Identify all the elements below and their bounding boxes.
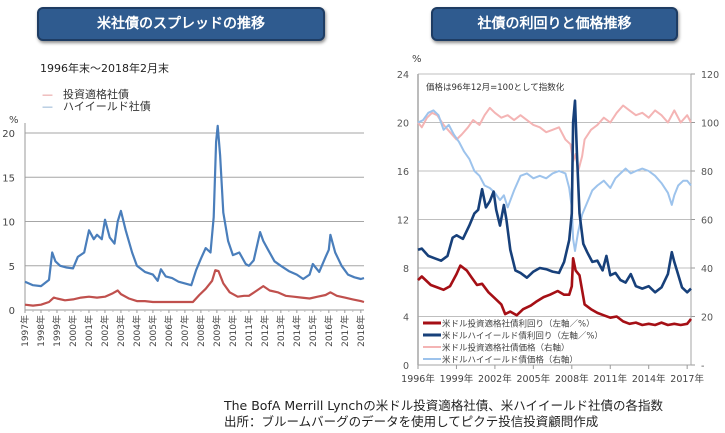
legend-label-hy: ハイイールド社債	[63, 100, 151, 113]
right-x-tick-label: 1996年	[401, 373, 435, 385]
left-x-tick-label: 2005年	[147, 315, 159, 347]
legend-swatch-hy: —	[42, 100, 53, 113]
right-x-tick-label: 2002年	[478, 373, 512, 385]
right-legend-label: 米ドル投資適格社債利回り（左軸／%）	[442, 319, 595, 330]
left-x-tick-label: 2004年	[131, 315, 143, 347]
left-x-tick-label: 2009年	[211, 315, 223, 347]
right-annotation-note: 価格は96年12月=100として指数化	[426, 82, 565, 93]
chart-title-banner-left: 米社債のスプレッドの推移	[37, 7, 325, 41]
right-y-left-tick-label: 0	[403, 361, 409, 372]
right-y-left-tick-label: 4	[403, 313, 409, 324]
left-x-tick-label: 2000年	[67, 315, 79, 347]
left-y-tick-label: 20	[2, 129, 15, 140]
series-line-hy-yield	[417, 99, 692, 294]
left-x-tick-label: 2003年	[115, 315, 127, 347]
right-y-right-tick-label: -	[701, 361, 704, 372]
right-y-right-tick-label: 20	[701, 313, 713, 324]
right-y-unit-label: %	[412, 54, 422, 65]
left-x-tick-label: 2015年	[307, 315, 319, 347]
right-x-tick-label: 2014年	[632, 373, 666, 385]
right-x-tick-label: 2008年	[555, 373, 589, 385]
legend-swatch-ig: —	[42, 88, 53, 101]
right-y-left-tick-label: 24	[397, 70, 409, 81]
footer-note-source: 出所：ブルームバーグのデータを使用してピクテ投信投資顧問作成	[224, 414, 599, 429]
left-x-tick-label: 2008年	[195, 315, 207, 347]
right-x-tick-label: 1999年	[440, 373, 474, 385]
right-legend-label: 米ドルハイイールド債価格（右軸）	[442, 355, 578, 366]
right-y-left-tick-label: 16	[397, 167, 409, 178]
left-legend-item-ig: — 投資適格社債	[42, 86, 129, 102]
left-x-tick-label: 1998年	[35, 315, 47, 347]
left-x-tick-label: 1997年	[19, 315, 31, 347]
right-x-tick-label: 2005年	[517, 373, 551, 385]
right-x-tick-label: 2017年	[670, 373, 704, 385]
footer-note-index: The BofA Merrill Lynchの米ドル投資適格社債、米ハイイールド…	[224, 398, 663, 413]
right-legend-label: 米ドルハイイールド債利回り（左軸／%）	[442, 331, 603, 342]
left-x-tick-label: 2010年	[227, 315, 239, 347]
left-y-tick-label: 10	[2, 218, 15, 229]
chart-title-banner-right: 社債の利回りと価格推移	[431, 7, 678, 41]
left-x-tick-label: 2018年	[355, 315, 367, 347]
left-x-tick-label: 2013年	[275, 315, 287, 347]
right-y-right-tick-label: 120	[701, 70, 719, 81]
left-legend-item-hy: — ハイイールド社債	[42, 98, 151, 114]
series-line-investment-grade-spread	[24, 269, 365, 307]
left-y-tick-label: 0	[9, 306, 15, 317]
left-x-tick-label: 2006年	[163, 315, 175, 347]
right-y-left-tick-label: 12	[397, 216, 409, 227]
left-x-tick-label: 2017年	[339, 315, 351, 347]
left-x-tick-label: 2001年	[83, 315, 95, 347]
right-y-right-tick-label: 80	[701, 167, 713, 178]
right-y-right-tick-label: 40	[701, 264, 713, 275]
series-line-high-yield-spread	[24, 124, 365, 288]
left-x-tick-label: 2007年	[179, 315, 191, 347]
left-x-tick-label: 2016年	[323, 315, 335, 347]
legend-label-ig: 投資適格社債	[63, 88, 129, 101]
right-x-tick-label: 2011年	[593, 373, 627, 385]
right-y-left-tick-label: 8	[403, 264, 409, 275]
left-x-tick-label: 1999年	[51, 315, 63, 347]
right-y-right-tick-label: 100	[701, 119, 719, 130]
left-y-tick-label: 5	[9, 262, 15, 273]
left-x-tick-label: 2011年	[243, 315, 255, 347]
left-x-tick-label: 2014年	[291, 315, 303, 347]
left-y-tick-label: 15	[2, 173, 15, 184]
left-y-unit-label: %	[9, 115, 19, 126]
right-legend-label: 米ドル投資適格社債価格（右軸）	[442, 343, 570, 354]
right-y-right-tick-label: 60	[701, 216, 713, 227]
left-x-tick-label: 2012年	[259, 315, 271, 347]
series-line-ig-yield	[417, 256, 693, 327]
left-period-label: 1996年末～2018年2月末	[40, 62, 169, 75]
series-line-ig-price	[417, 104, 692, 172]
right-y-left-tick-label: 20	[397, 119, 409, 130]
left-x-tick-label: 2002年	[99, 315, 111, 347]
series-line-hy-price	[417, 109, 692, 252]
